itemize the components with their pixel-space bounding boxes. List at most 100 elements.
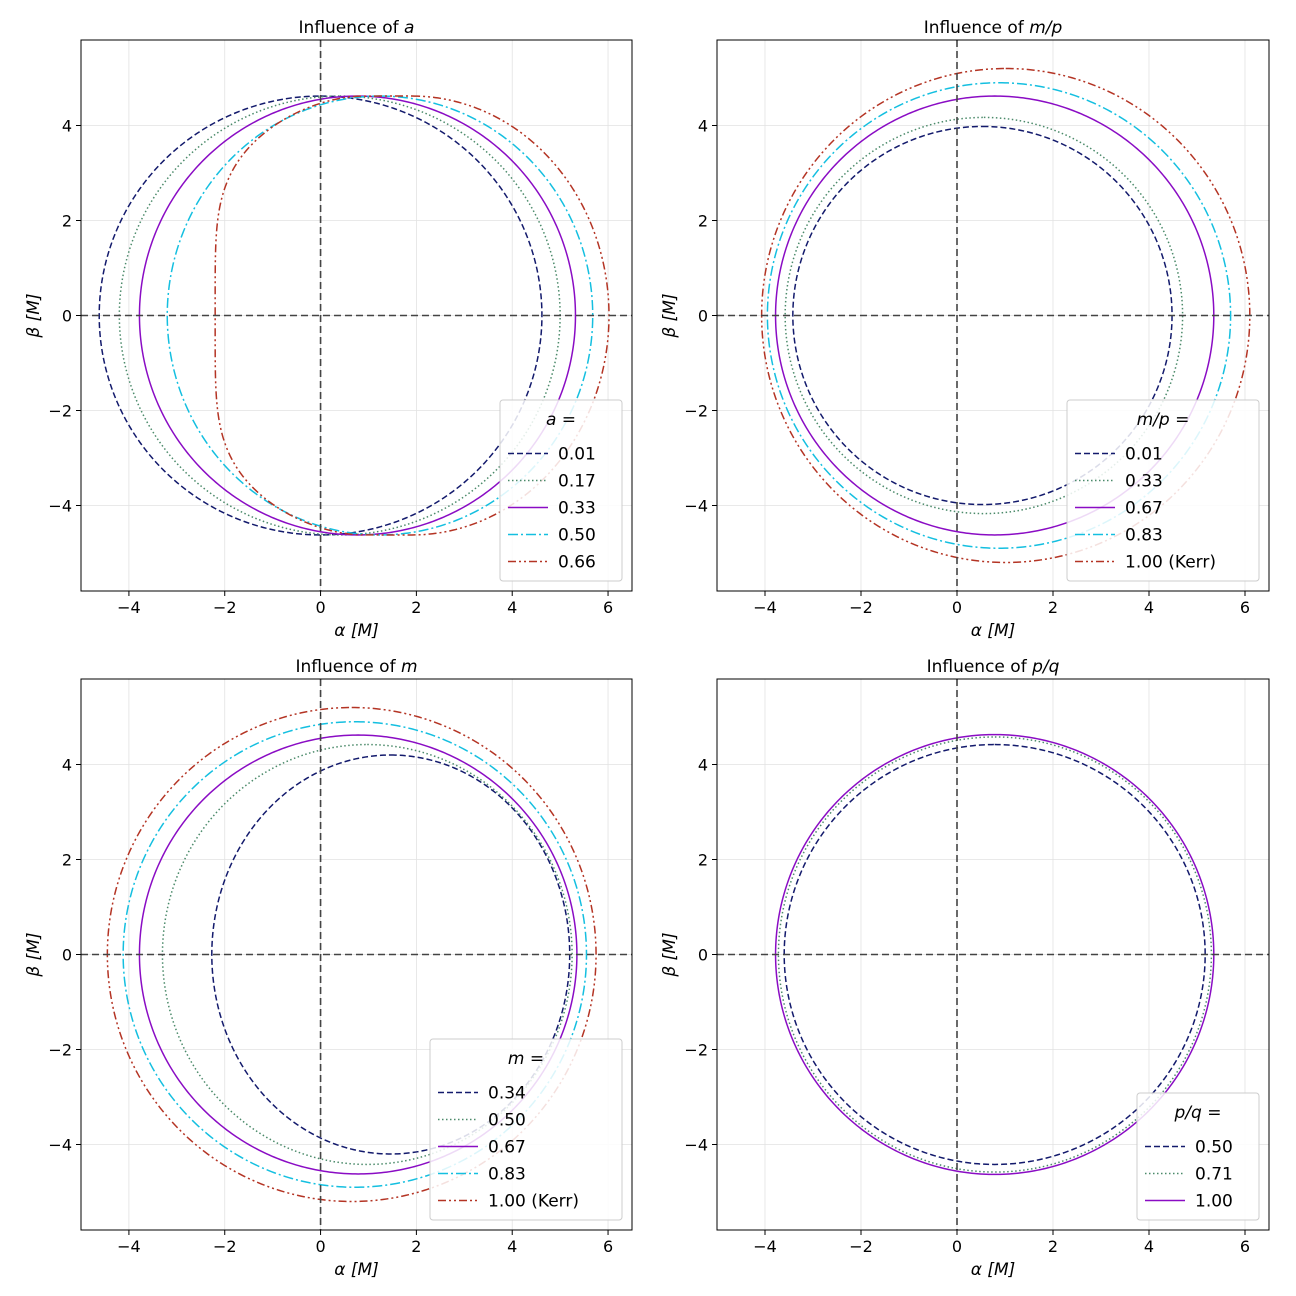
y-tick-label: 4	[62, 117, 72, 136]
legend-entry-label: 0.66	[558, 553, 596, 573]
legend-title-eq: =	[1202, 1103, 1222, 1123]
y-axis-label: β [M]	[24, 293, 44, 338]
series-curve	[792, 125, 1173, 506]
chart-title-math: a	[404, 18, 414, 38]
x-tick-label: 0	[315, 598, 325, 617]
legend-frame	[1066, 399, 1260, 582]
y-tick-label: 4	[698, 756, 708, 775]
legend-entry-label: 0.50	[488, 1111, 526, 1131]
x-tick-label: 6	[603, 598, 613, 617]
y-tick-label: −4	[48, 1136, 72, 1155]
legend-title-eq: =	[1170, 410, 1190, 430]
x-tick-label: −2	[213, 1237, 237, 1256]
x-tick-label: −2	[849, 1237, 873, 1256]
y-tick-label: −2	[48, 1041, 72, 1060]
legend-entry-label: 0.67	[488, 1138, 526, 1158]
legend-title-math: m	[508, 1049, 525, 1069]
x-axis-label: α [M]	[971, 621, 1016, 641]
y-tick-label: 2	[62, 212, 72, 231]
chart-title: Influence of m/p	[924, 18, 1063, 38]
x-axis-label: α [M]	[334, 1260, 379, 1280]
series-curve	[766, 81, 1232, 550]
series-curve	[777, 736, 1213, 1173]
series-curve	[138, 734, 578, 1175]
legend-entry-label: 0.34	[488, 1084, 526, 1104]
series-group	[98, 95, 610, 536]
legend-entry-label: 0.33	[1125, 472, 1163, 492]
series-curve	[760, 67, 1251, 564]
legend-entry-label: 0.67	[1125, 499, 1163, 519]
series-curve	[161, 743, 573, 1166]
x-tick-label: 6	[603, 1237, 613, 1256]
legend-entry-label: 0.01	[558, 445, 596, 465]
x-tick-label: 2	[1048, 598, 1058, 617]
x-axis-label: α [M]	[971, 1260, 1016, 1280]
y-axis-label: β [M]	[660, 293, 680, 338]
chart-title-math: m	[401, 657, 418, 677]
legend-entry-label: 0.50	[1195, 1138, 1233, 1158]
legend-entry-label: 0.17	[558, 472, 596, 492]
y-tick-label: −4	[48, 497, 72, 516]
legend-entry-label: 0.33	[558, 499, 596, 519]
x-tick-label: −4	[753, 1237, 777, 1256]
chart-title-math: p/q	[1031, 657, 1060, 677]
legend-entry-label: 0.50	[558, 526, 596, 546]
legend: m/p = 0.01 0.33 0.67 0.83 1.00 (Kerr)	[1066, 399, 1260, 582]
x-tick-label: −4	[117, 1237, 141, 1256]
chart-title: Influence of p/q	[927, 657, 1060, 677]
legend-title-math: p/q	[1174, 1103, 1203, 1123]
legend: a = 0.01 0.17 0.33 0.50 0.66	[499, 399, 623, 582]
y-tick-label: 2	[62, 851, 72, 870]
legend-title: m =	[508, 1049, 544, 1069]
series-curve	[166, 95, 594, 536]
legend-frame	[429, 1038, 623, 1221]
y-tick-label: 0	[698, 307, 708, 326]
y-tick-label: −2	[684, 402, 708, 421]
x-tick-label: 6	[1240, 1237, 1250, 1256]
legend-title-eq: =	[524, 1049, 544, 1069]
chart-panel: −4 −2 0 2 4 6 −4 −2 0 2 4 Influence of p/q α [M] β [M…	[660, 657, 1270, 1280]
chart-panel: −4 −2 0 2 4 6 −4 −2 0 2 4 Influence of m α [M] β [M] m…	[24, 657, 633, 1280]
x-tick-label: −2	[213, 598, 237, 617]
legend-entry-label: 1.00	[1195, 1192, 1233, 1212]
x-tick-label: 4	[507, 1237, 517, 1256]
y-tick-label: 2	[698, 212, 708, 231]
legend: m = 0.34 0.50 0.67 0.83 1.00 (Kerr)	[429, 1038, 623, 1221]
legend: p/q = 0.50 0.71 1.00	[1136, 1092, 1260, 1221]
x-tick-label: −2	[849, 598, 873, 617]
y-tick-label: −2	[48, 402, 72, 421]
y-tick-label: −4	[684, 497, 708, 516]
chart-title-prefix: Influence of	[927, 657, 1033, 677]
y-tick-label: −4	[684, 1136, 708, 1155]
y-axis-label: β [M]	[660, 932, 680, 977]
x-tick-label: −4	[117, 598, 141, 617]
y-tick-label: 0	[62, 946, 72, 965]
y-tick-label: 4	[698, 117, 708, 136]
legend-entry-label: 0.01	[1125, 445, 1163, 465]
legend-title: a =	[546, 410, 576, 430]
chart-title: Influence of a	[299, 18, 415, 38]
legend-frame	[1136, 1092, 1260, 1221]
x-tick-label: 2	[411, 1237, 421, 1256]
legend-entry-label: 0.71	[1195, 1165, 1233, 1185]
legend-title-eq: =	[556, 410, 576, 430]
x-tick-label: 2	[411, 598, 421, 617]
y-tick-label: 0	[62, 307, 72, 326]
legend-entry-label: 1.00 (Kerr)	[1125, 553, 1216, 573]
legend-title: p/q =	[1174, 1103, 1222, 1123]
legend-title-math: a	[546, 410, 556, 430]
series-curve	[106, 706, 597, 1203]
chart-title-prefix: Influence of	[295, 657, 401, 677]
series-curve	[98, 95, 543, 536]
chart-title: Influence of m	[295, 657, 417, 677]
x-axis-label: α [M]	[334, 621, 379, 641]
series-curve	[211, 754, 571, 1155]
series-curve	[774, 733, 1215, 1176]
x-tick-label: 6	[1240, 598, 1250, 617]
chart-title-prefix: Influence of	[924, 18, 1030, 38]
chart-panel: −4 −2 0 2 4 6 −4 −2 0 2 4 Influence of a α [M] β [M] a…	[24, 18, 633, 641]
x-tick-label: 4	[507, 598, 517, 617]
legend-entry-label: 1.00 (Kerr)	[488, 1192, 579, 1212]
series-group	[760, 67, 1251, 564]
